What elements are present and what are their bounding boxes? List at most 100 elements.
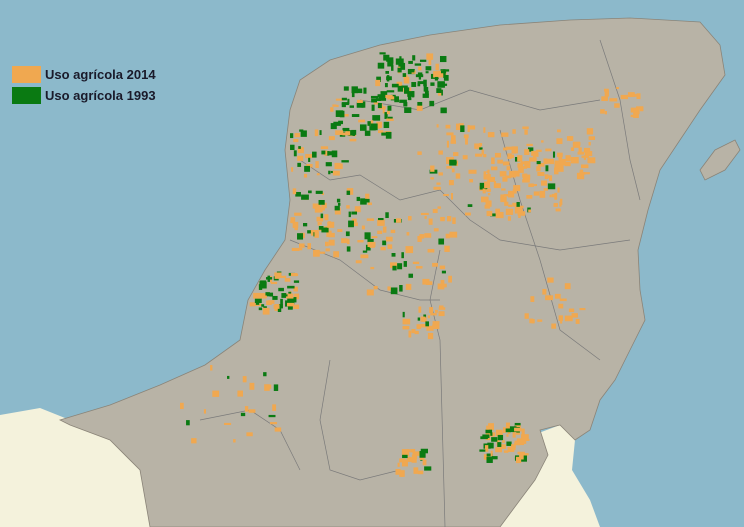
patch-1993 (290, 133, 294, 139)
patch-1993 (443, 74, 449, 81)
patch-1993 (403, 102, 408, 107)
patch-2014 (507, 216, 511, 221)
patch-1993 (419, 451, 426, 458)
patch-2014 (515, 456, 522, 464)
patch-2014 (564, 161, 571, 167)
patch-2014 (408, 330, 412, 338)
patch-1993 (403, 261, 407, 267)
patch-2014 (274, 427, 282, 432)
patch-1993 (386, 76, 392, 81)
patch-2014 (318, 206, 323, 213)
patch-2014 (482, 188, 486, 194)
patch-1993 (552, 151, 556, 158)
patch-1993 (438, 238, 445, 245)
patch-2014 (386, 118, 394, 121)
patch-2014 (542, 288, 547, 295)
patch-1993 (337, 202, 341, 206)
patch-1993 (440, 107, 447, 114)
patch-1993 (490, 432, 493, 436)
patch-1993 (387, 116, 393, 120)
patch-2014 (405, 283, 412, 290)
legend-swatch-1993 (12, 87, 41, 104)
patch-2014 (290, 273, 298, 277)
patch-2014 (382, 226, 387, 233)
patch-2014 (233, 439, 236, 443)
patch-2014 (427, 332, 434, 340)
patch-1993 (375, 98, 381, 101)
patch-2014 (490, 166, 498, 171)
patch-2014 (486, 425, 489, 430)
patch-2014 (430, 177, 434, 180)
patch-2014 (402, 318, 411, 325)
patch-2014 (579, 308, 586, 311)
patch-2014 (494, 152, 501, 158)
patch-1993 (377, 62, 385, 69)
patch-2014 (469, 179, 474, 183)
patch-2014 (430, 313, 437, 316)
patch-2014 (435, 63, 439, 71)
patch-2014 (556, 138, 563, 145)
patch-1993 (402, 73, 407, 77)
patch-2014 (313, 249, 320, 257)
patch-2014 (428, 218, 433, 225)
patch-2014 (526, 195, 533, 199)
patch-1993 (272, 295, 278, 300)
patch-2014 (418, 66, 422, 71)
patch-1993 (371, 98, 378, 103)
patch-2014 (270, 422, 278, 425)
patch-2014 (397, 462, 400, 467)
patch-1993 (304, 165, 311, 172)
patch-1993 (333, 121, 341, 126)
patch-2014 (422, 278, 430, 285)
patch-2014 (420, 323, 427, 328)
patch-2014 (419, 234, 425, 239)
patch-1993 (383, 54, 390, 61)
patch-2014 (530, 296, 535, 302)
patch-2014 (406, 457, 415, 462)
patch-2014 (570, 156, 579, 164)
patch-2014 (396, 218, 402, 223)
patch-1993 (330, 170, 334, 174)
patch-1993 (345, 231, 350, 237)
patch-2014 (324, 150, 328, 156)
patch-2014 (420, 212, 429, 216)
patch-1993 (263, 372, 267, 377)
patch-2014 (519, 166, 528, 169)
patch-1993 (417, 317, 421, 321)
patch-2014 (452, 217, 456, 224)
patch-2014 (437, 206, 441, 209)
patch-2014 (556, 166, 564, 172)
patch-2014 (286, 293, 294, 299)
patch-2014 (429, 307, 434, 314)
patch-2014 (577, 142, 581, 146)
patch-2014 (210, 365, 213, 371)
patch-1993 (308, 190, 312, 194)
patch-1993 (378, 94, 387, 101)
patch-2014 (465, 212, 471, 216)
patch-1993 (514, 422, 521, 427)
patch-2014 (422, 459, 427, 466)
patch-2014 (428, 59, 432, 66)
patch-2014 (636, 93, 641, 100)
patch-2014 (506, 166, 511, 171)
patch-2014 (543, 188, 549, 191)
patch-2014 (586, 128, 594, 135)
patch-2014 (483, 127, 486, 133)
patch-1993 (403, 87, 410, 94)
patch-1993 (516, 202, 520, 209)
patch-2014 (551, 323, 557, 329)
patch-1993 (255, 299, 260, 305)
patch-2014 (553, 204, 558, 207)
patch-2014 (426, 325, 434, 331)
patch-2014 (367, 202, 372, 206)
patch-1993 (429, 100, 435, 107)
patch-1993 (545, 165, 549, 172)
patch-2014 (449, 231, 458, 238)
patch-2014 (412, 261, 420, 265)
patch-1993 (269, 292, 274, 297)
patch-1993 (298, 146, 301, 149)
patch-2014 (517, 163, 524, 168)
patch-2014 (484, 445, 489, 452)
patch-2014 (377, 230, 383, 234)
